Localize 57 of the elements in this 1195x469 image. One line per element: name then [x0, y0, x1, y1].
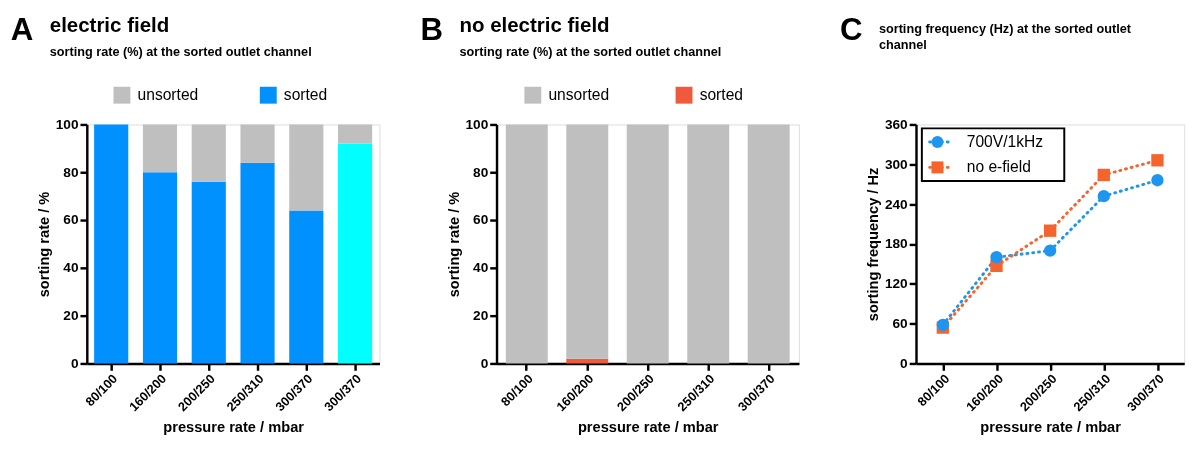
bar	[142, 172, 178, 364]
point	[1097, 190, 1110, 203]
y-tick-label: 0	[70, 355, 79, 371]
chart-subtitle: sorting rate (%) at the sorted outlet channel	[49, 45, 312, 60]
y-tick-label: 20	[473, 308, 489, 324]
y-tick-label: 60	[63, 212, 79, 228]
y-tick-label: 20	[63, 308, 79, 324]
y-axis-title: sorting frequency / Hz	[865, 167, 882, 322]
y-tick-label: 120	[884, 276, 909, 292]
bar	[94, 124, 129, 364]
y-tick-label: 100	[465, 116, 489, 132]
chart-title: electric field	[49, 12, 170, 36]
x-axis-title: pressure rate / mbar	[980, 418, 1122, 435]
point	[1151, 154, 1164, 167]
y-axis-title: sorting rate / %	[445, 191, 462, 298]
text: B	[420, 11, 443, 47]
text: C	[839, 11, 863, 47]
y-tick-label: 60	[892, 316, 909, 332]
y-tick-label: 360	[884, 116, 909, 132]
y-tick-label: 80	[473, 164, 489, 180]
point	[1043, 244, 1057, 257]
legend-label: unsorted	[137, 86, 199, 104]
point	[990, 251, 1003, 264]
legend-label: unsorted	[548, 86, 610, 104]
y-tick-label: 40	[63, 260, 79, 276]
y-tick-label: 100	[55, 116, 79, 132]
y-tick-label: 40	[473, 260, 489, 276]
chart-title: no electric field	[459, 12, 610, 36]
y-tick-label: 300	[884, 156, 909, 172]
legend-label: sorted	[699, 86, 743, 104]
bar	[338, 124, 373, 144]
bar	[240, 162, 275, 364]
bar	[191, 124, 226, 182]
bar	[338, 143, 373, 364]
text: A	[10, 11, 34, 47]
x-axis-title: pressure rate / mbar	[577, 418, 719, 435]
y-tick-label: 240	[884, 196, 909, 212]
legend-label: sorted	[283, 86, 328, 104]
bar	[289, 210, 324, 364]
y-tick-label: 80	[63, 164, 79, 180]
y-tick-label: 0	[480, 355, 489, 371]
legend-label: no e-field	[966, 158, 1031, 176]
point	[1043, 224, 1057, 237]
point	[1097, 168, 1110, 182]
y-tick-label: 180	[884, 236, 909, 252]
bar	[142, 124, 178, 173]
y-axis-title: sorting rate / %	[35, 191, 52, 298]
legend-label: 700V/1kHz	[966, 132, 1044, 150]
bar	[240, 124, 275, 163]
bar	[289, 124, 324, 211]
point	[1151, 174, 1164, 187]
chart-subtitle: sorting frequency (Hz) at the sorted outlet channel	[878, 21, 1132, 53]
y-tick-label: 60	[473, 212, 489, 228]
x-axis-title: pressure rate / mbar	[163, 418, 305, 435]
y-tick-label: 0	[900, 355, 909, 371]
chart-subtitle: sorting rate (%) at the sorted outlet channel	[459, 45, 722, 60]
bar	[191, 181, 226, 364]
